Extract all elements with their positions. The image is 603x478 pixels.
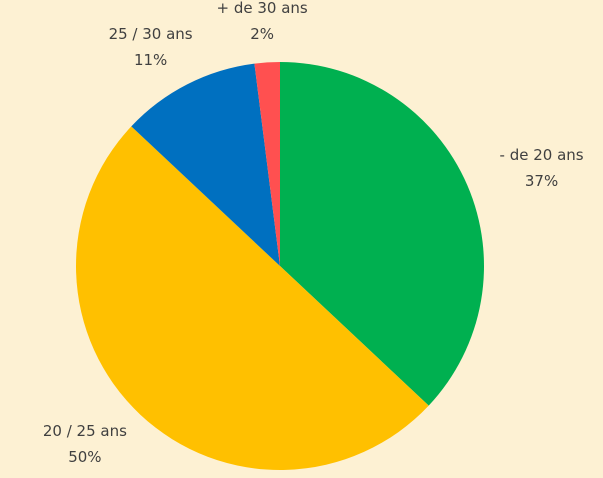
pie-slice [254, 62, 280, 266]
slice-value-label: 50% [68, 448, 101, 466]
slice-value-label: 11% [134, 51, 167, 69]
pie-slice [280, 62, 484, 406]
slice-value-label: 37% [525, 172, 558, 190]
pie-slice [131, 63, 280, 267]
slice-value-label: 2% [250, 25, 274, 43]
slice-label: + de 30 ans [216, 0, 307, 17]
slice-label: - de 20 ans [500, 146, 584, 164]
slice-label: 20 / 25 ans [43, 422, 127, 440]
pie-slice [76, 126, 429, 471]
slice-label: 25 / 30 ans [109, 25, 193, 43]
